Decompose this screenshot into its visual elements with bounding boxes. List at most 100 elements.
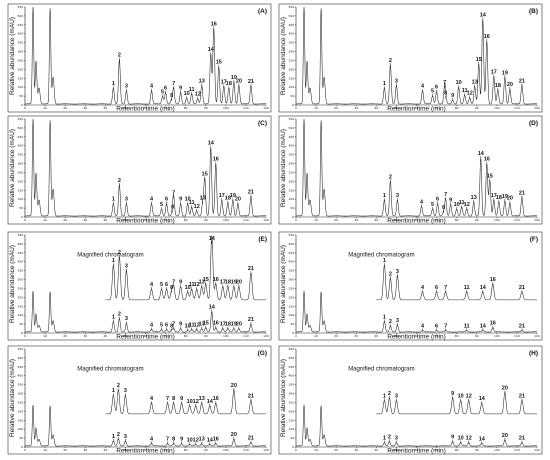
peak-label-2: 2 [388,435,391,441]
peak-label-15: 15 [476,57,482,63]
y-tick-label: 200 [288,295,294,299]
peak-label-11: 11 [189,322,195,328]
y-tick-label: 550 [17,233,23,237]
peak-label-20: 20 [507,82,513,88]
y-tick-label: 250 [288,58,294,62]
x-tick-label: 110 [243,448,249,452]
magnified-trace [105,235,266,301]
y-tick-label: 150 [288,76,294,80]
peak-label-13: 13 [199,322,205,328]
magnified-peak-label-1: 1 [112,258,115,264]
x-tick-label: 100 [223,106,229,110]
peak-label-20: 20 [231,432,237,438]
y-tick-label: 0 [292,331,294,335]
peak-label-9: 9 [451,93,454,99]
x-axis-label: Retention time (min) [387,334,446,341]
peak-label-14: 14 [479,436,486,442]
magnified-peak-label-20: 20 [231,383,237,389]
x-tick-label: 50 [124,106,128,110]
x-tick-label: 120 [534,218,540,222]
y-tick-label: 250 [17,170,23,174]
y-tick-label: 50 [290,436,294,440]
x-tick-label: 70 [435,448,439,452]
peak-label-8: 8 [170,93,173,99]
x-tick-label: 20 [63,106,67,110]
peak-label-2: 2 [117,432,120,438]
magnified-peak-label-21: 21 [519,285,525,291]
magnified-chromatogram-label: Magnified chromatogram [348,366,414,372]
panel-frame [7,3,272,113]
x-tick-label: 40 [103,218,107,222]
y-tick-label: 350 [288,153,294,157]
x-tick-label: 120 [534,448,540,452]
y-tick-label: 550 [17,347,23,351]
magnified-trace [105,389,266,415]
peak-label-17: 17 [491,193,497,199]
x-tick-label: 80 [184,334,188,338]
y-tick-label: 150 [288,418,294,422]
peak-label-1: 1 [112,197,115,203]
magnified-peak-label-20: 20 [236,279,242,285]
peak-label-10: 10 [184,91,190,97]
y-tick-label: 0 [21,103,23,107]
y-tick-label: 150 [288,304,294,308]
x-tick-label: 10 [314,106,318,110]
y-tick-label: 100 [288,427,294,431]
x-tick-label: 50 [395,106,399,110]
x-tick-label: 70 [435,334,439,338]
x-tick-label: 10 [314,448,318,452]
panel-label: (F) [530,236,538,243]
x-tick-label: 10 [314,334,318,338]
magnified-peak-label-9: 9 [179,279,182,285]
magnified-peak-label-3: 3 [124,388,127,394]
peak-label-7: 7 [172,322,175,328]
magnified-peak-label-2: 2 [389,271,392,277]
magnified-peak-label-10: 10 [185,285,191,291]
peak-label-14: 14 [208,47,215,53]
y-tick-label: 500 [288,14,294,18]
magnified-trace [376,391,537,415]
x-tick-label: 110 [514,106,520,110]
panel-frame [278,3,543,113]
x-tick-label: 80 [455,448,459,452]
peak-label-1: 1 [112,81,115,87]
peak-label-15: 15 [202,172,208,178]
peak-label-12: 12 [467,91,473,97]
y-tick-label: 450 [288,251,294,255]
y-tick-label: 450 [17,135,23,139]
y-tick-label: 400 [288,32,294,36]
peak-label-12: 12 [194,322,200,328]
magnified-peak-label-12: 12 [193,399,199,405]
x-tick-label: 90 [475,448,479,452]
x-tick-label: 90 [204,218,208,222]
peak-label-19: 19 [502,70,508,76]
x-tick-label: 10 [43,448,47,452]
chromatogram-trace [24,405,267,447]
peak-label-11: 11 [189,87,195,93]
x-tick-label: 20 [334,106,338,110]
y-tick-label: 350 [17,153,23,157]
x-tick-label: 90 [204,334,208,338]
peak-label-16: 16 [213,157,219,163]
magnified-peak-label-11: 11 [464,285,470,291]
magnified-peak-label-10: 10 [187,399,193,405]
peak-label-21: 21 [519,78,525,84]
peak-label-11: 11 [464,323,470,329]
panel-label: (H) [529,350,538,357]
x-axis-label: Retention time (min) [387,448,446,455]
peak-label-18: 18 [496,195,502,201]
peak-label-6: 6 [436,197,439,203]
y-tick-label: 550 [17,5,23,9]
x-tick-label: 40 [374,334,378,338]
panel-frame [7,345,272,455]
peak-label-4: 4 [421,84,425,90]
y-tick-label: 350 [288,41,294,45]
chromatogram-trace [24,291,267,333]
panel-frame [278,345,543,455]
y-tick-label: 500 [288,242,294,246]
peak-label-16: 16 [213,321,219,327]
magnified-peak-label-2: 2 [118,250,121,256]
y-tick-label: 200 [17,409,23,413]
y-tick-label: 550 [288,5,294,9]
